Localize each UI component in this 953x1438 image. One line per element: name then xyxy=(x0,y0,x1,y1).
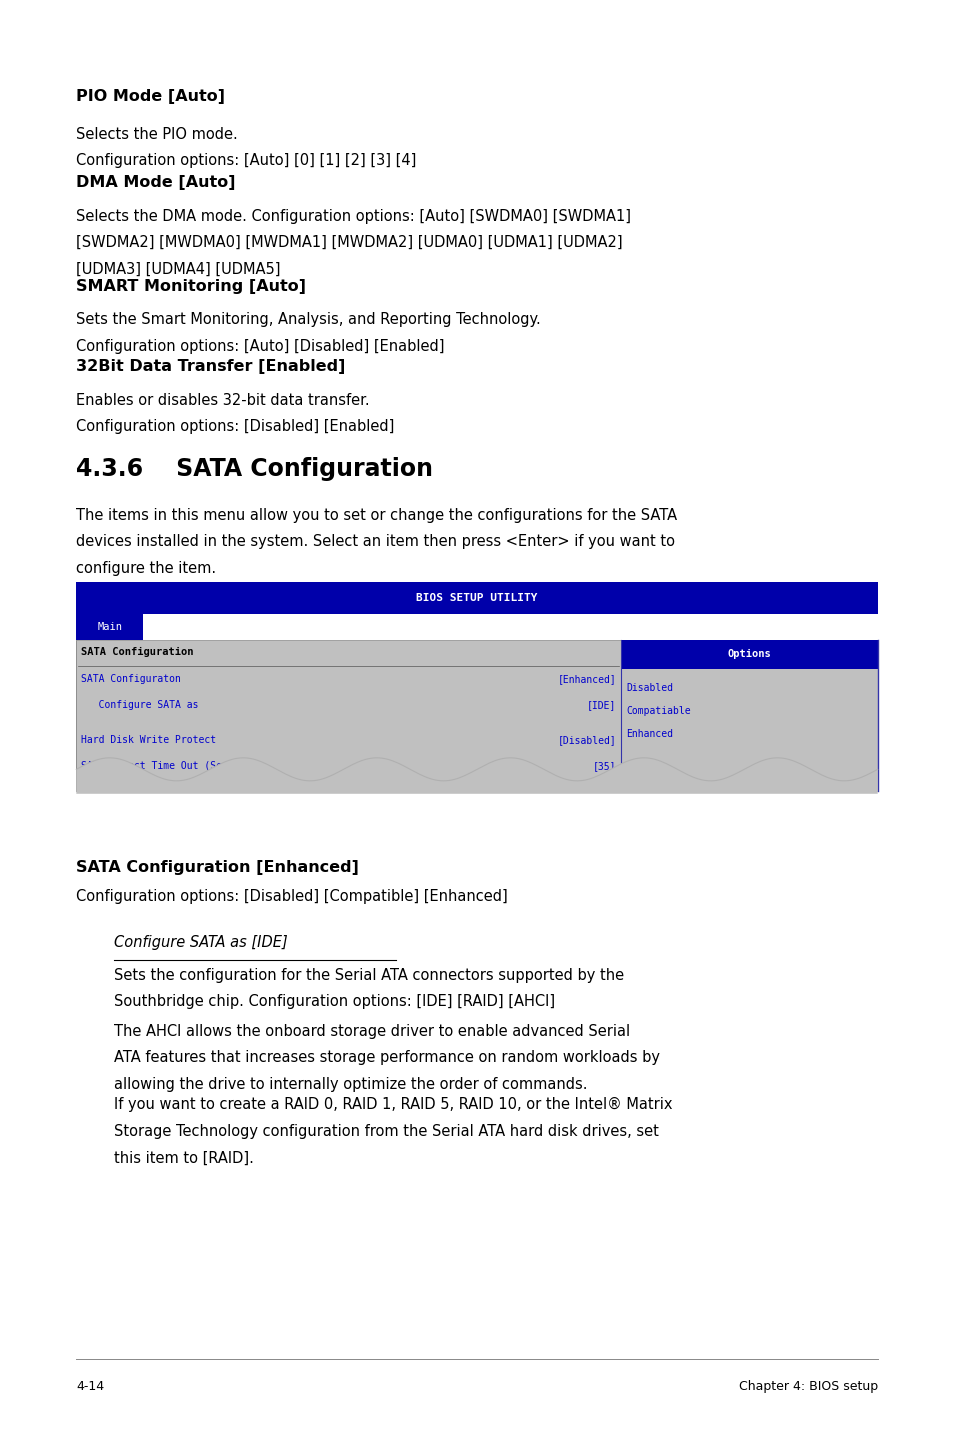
Text: [Enhanced]: [Enhanced] xyxy=(558,674,616,684)
Text: [Disabled]: [Disabled] xyxy=(558,735,616,745)
FancyBboxPatch shape xyxy=(76,614,143,640)
Text: Southbridge chip. Configuration options: [IDE] [RAID] [AHCI]: Southbridge chip. Configuration options:… xyxy=(114,995,555,1009)
Text: Compatiable: Compatiable xyxy=(625,706,690,716)
Text: SATA Configuraton: SATA Configuraton xyxy=(81,674,181,684)
Text: Configure SATA as: Configure SATA as xyxy=(81,700,198,710)
Text: 4.3.6    SATA Configuration: 4.3.6 SATA Configuration xyxy=(76,457,433,482)
Text: Configuration options: [Disabled] [Enabled]: Configuration options: [Disabled] [Enabl… xyxy=(76,420,395,434)
FancyBboxPatch shape xyxy=(76,640,877,791)
Text: devices installed in the system. Select an item then press <Enter> if you want t: devices installed in the system. Select … xyxy=(76,533,675,549)
Text: Configuration options: [Auto] [0] [1] [2] [3] [4]: Configuration options: [Auto] [0] [1] [2… xyxy=(76,154,416,168)
Text: Options: Options xyxy=(727,650,771,659)
Text: Configuration options: [Disabled] [Compatible] [Enhanced]: Configuration options: [Disabled] [Compa… xyxy=(76,889,508,903)
Text: Main: Main xyxy=(97,623,122,631)
Text: BIOS SETUP UTILITY: BIOS SETUP UTILITY xyxy=(416,594,537,603)
Text: [UDMA3] [UDMA4] [UDMA5]: [UDMA3] [UDMA4] [UDMA5] xyxy=(76,262,280,276)
Text: Sets the Smart Monitoring, Analysis, and Reporting Technology.: Sets the Smart Monitoring, Analysis, and… xyxy=(76,312,540,326)
Polygon shape xyxy=(76,758,877,794)
Text: Disabled: Disabled xyxy=(625,683,672,693)
Text: Configure SATA as [IDE]: Configure SATA as [IDE] xyxy=(114,935,288,949)
Text: Configuration options: [Auto] [Disabled] [Enabled]: Configuration options: [Auto] [Disabled]… xyxy=(76,338,444,354)
FancyBboxPatch shape xyxy=(620,640,877,669)
Text: SATA Configuration: SATA Configuration xyxy=(81,647,193,657)
Text: [IDE]: [IDE] xyxy=(586,700,616,710)
Text: PIO Mode [Auto]: PIO Mode [Auto] xyxy=(76,89,225,104)
Text: Storage Technology configuration from the Serial ATA hard disk drives, set: Storage Technology configuration from th… xyxy=(114,1125,659,1139)
Text: The AHCI allows the onboard storage driver to enable advanced Serial: The AHCI allows the onboard storage driv… xyxy=(114,1024,630,1038)
Text: SMART Monitoring [Auto]: SMART Monitoring [Auto] xyxy=(76,279,306,293)
Text: this item to [RAID].: this item to [RAID]. xyxy=(114,1150,254,1165)
Text: Sets the configuration for the Serial ATA connectors supported by the: Sets the configuration for the Serial AT… xyxy=(114,968,624,982)
Text: configure the item.: configure the item. xyxy=(76,561,216,575)
Text: The items in this menu allow you to set or change the configurations for the SAT: The items in this menu allow you to set … xyxy=(76,508,677,522)
Text: 32Bit Data Transfer [Enabled]: 32Bit Data Transfer [Enabled] xyxy=(76,360,345,374)
Text: Chapter 4: BIOS setup: Chapter 4: BIOS setup xyxy=(738,1380,877,1393)
Text: Enables or disables 32-bit data transfer.: Enables or disables 32-bit data transfer… xyxy=(76,393,370,407)
Text: SATA Detect Time Out (Sec): SATA Detect Time Out (Sec) xyxy=(81,761,233,771)
Text: ATA features that increases storage performance on random workloads by: ATA features that increases storage perf… xyxy=(114,1050,659,1066)
Text: DMA Mode [Auto]: DMA Mode [Auto] xyxy=(76,175,235,190)
Text: Enhanced: Enhanced xyxy=(625,729,672,739)
FancyBboxPatch shape xyxy=(76,582,877,614)
Text: allowing the drive to internally optimize the order of commands.: allowing the drive to internally optimiz… xyxy=(114,1077,587,1091)
Text: SATA Configuration [Enhanced]: SATA Configuration [Enhanced] xyxy=(76,860,359,874)
Text: Selects the DMA mode. Configuration options: [Auto] [SWDMA0] [SWDMA1]: Selects the DMA mode. Configuration opti… xyxy=(76,209,631,223)
Text: Selects the PIO mode.: Selects the PIO mode. xyxy=(76,127,238,141)
Text: 4-14: 4-14 xyxy=(76,1380,104,1393)
Text: If you want to create a RAID 0, RAID 1, RAID 5, RAID 10, or the Intel® Matrix: If you want to create a RAID 0, RAID 1, … xyxy=(114,1097,672,1112)
Text: Hard Disk Write Protect: Hard Disk Write Protect xyxy=(81,735,216,745)
Text: [SWDMA2] [MWDMA0] [MWDMA1] [MWDMA2] [UDMA0] [UDMA1] [UDMA2]: [SWDMA2] [MWDMA0] [MWDMA1] [MWDMA2] [UDM… xyxy=(76,236,622,250)
Text: [35]: [35] xyxy=(593,761,616,771)
